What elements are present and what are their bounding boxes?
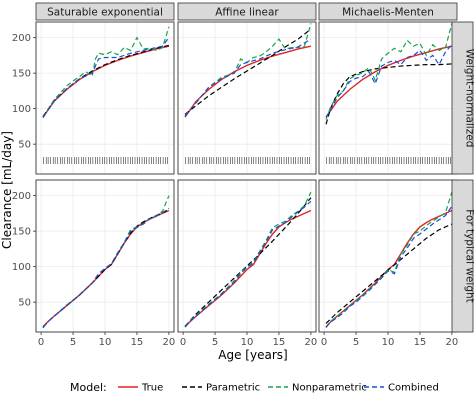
x-tick-label: 10: [241, 337, 254, 348]
series-line-parametric: [184, 28, 312, 115]
series-line-nonparametric: [42, 26, 170, 119]
legend-title: Model:: [70, 381, 107, 394]
x-tick-label: 0: [38, 337, 44, 348]
legend-label: True: [141, 383, 163, 394]
x-tick-label: 10: [382, 337, 395, 348]
row-strip-label: Weight-normalized: [464, 49, 474, 148]
panel-border: [177, 21, 317, 175]
series-line-true: [184, 45, 312, 118]
y-tick-label: 50: [18, 298, 31, 309]
series-line-true: [325, 45, 453, 118]
series-line-combined: [42, 207, 170, 329]
series-line-combined: [184, 38, 312, 117]
panel: [318, 179, 458, 333]
panel: [35, 179, 175, 333]
x-tick-label: 15: [131, 337, 144, 348]
column-strip: Affine linear: [177, 2, 317, 21]
series-line-nonparametric: [325, 191, 453, 329]
strip-background: [451, 21, 474, 175]
x-tick-label: 20: [446, 337, 459, 348]
x-axis-title: Age [years]: [218, 348, 287, 362]
x-tick-label: 5: [212, 337, 218, 348]
y-tick-label: 200: [12, 191, 31, 202]
row-strip-label: For typical weight: [464, 209, 474, 303]
series-line-true: [42, 45, 170, 118]
column-strip-label: Affine linear: [215, 6, 279, 18]
series-line-nonparametric: [325, 23, 453, 120]
x-tick-label: 5: [70, 337, 76, 348]
x-tick-label: 15: [273, 337, 286, 348]
x-tick-label: 5: [353, 337, 359, 348]
facet-strips: Saturable exponential Affine linear Michae…: [35, 2, 474, 333]
panel-border: [35, 21, 175, 175]
series-line-combined: [325, 205, 453, 328]
row-strip: For typical weight: [451, 179, 474, 333]
legend-label: Nonparametric: [292, 383, 367, 394]
x-tick-label: 0: [321, 337, 327, 348]
y-tick-label: 150: [12, 69, 31, 80]
legend-label: Combined: [388, 383, 439, 394]
x-tick-label: 10: [99, 337, 112, 348]
series-line-nonparametric: [184, 23, 312, 117]
panel: [35, 21, 175, 175]
series-line-nonparametric: [184, 191, 312, 328]
y-tick-label: 150: [12, 227, 31, 238]
panel: [177, 21, 317, 175]
strip-background: [35, 2, 175, 21]
strip-background: [318, 2, 458, 21]
panel: [177, 179, 317, 333]
column-strip: Saturable exponential: [35, 2, 175, 21]
legend-item: Combined: [364, 383, 439, 394]
y-tick-label: 100: [12, 262, 31, 273]
x-tick-label: 15: [414, 337, 427, 348]
column-strip-label: Michaelis-Menten: [342, 6, 434, 18]
series-line-combined: [42, 37, 170, 118]
y-axis-title: Clearance [mL/day]: [0, 131, 14, 249]
y-tick-label: 50: [18, 140, 31, 151]
panels-layer: [35, 21, 458, 333]
column-strip: Michaelis-Menten: [318, 2, 458, 21]
y-tick-label: 100: [12, 104, 31, 115]
legend-item: True: [118, 383, 163, 394]
series-line-combined: [184, 200, 312, 328]
x-tick-label: 20: [163, 337, 176, 348]
legend-label: Parametric: [206, 383, 260, 394]
y-tick-label: 200: [12, 33, 31, 44]
rug: [326, 157, 451, 165]
rug: [43, 157, 168, 165]
legend-item: Parametric: [182, 383, 260, 394]
row-strip: Weight-normalized: [451, 21, 474, 175]
strip-background: [177, 2, 317, 21]
strip-background: [451, 179, 474, 333]
series-line-parametric: [184, 197, 312, 327]
series-line-parametric: [325, 63, 452, 125]
x-tick-label: 0: [180, 337, 186, 348]
column-strip-label: Saturable exponential: [47, 6, 163, 18]
series-line-parametric: [42, 44, 170, 117]
legend-item: Nonparametric: [268, 383, 367, 394]
legend: Model: True Parametric Nonparametric Combin…: [70, 381, 439, 394]
series-line-combined: [325, 44, 453, 118]
panel: [318, 21, 458, 175]
x-tick-label: 20: [305, 337, 318, 348]
rug: [185, 157, 310, 165]
